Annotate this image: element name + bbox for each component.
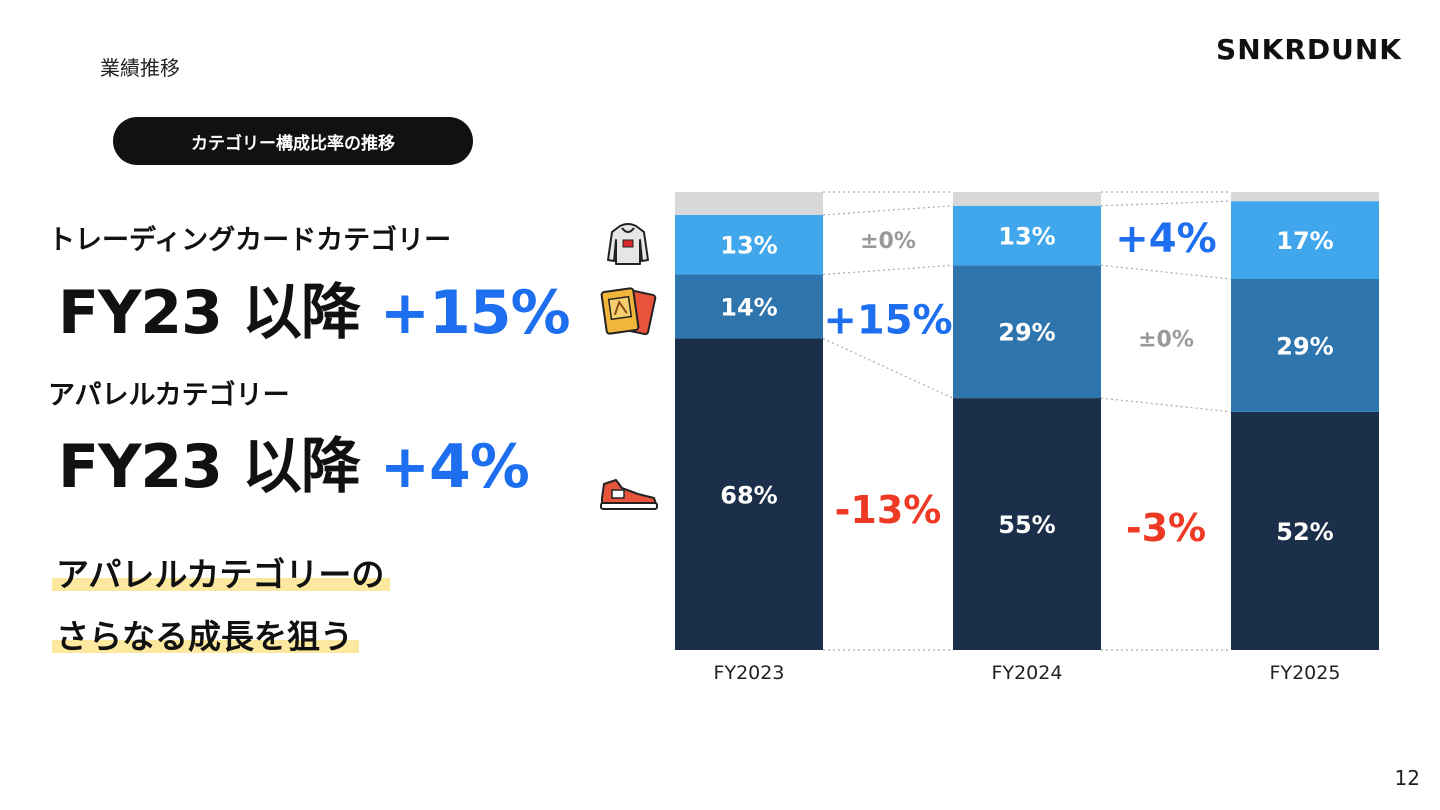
- bar-segment-sneakers: [1231, 411, 1379, 650]
- data-label-sneakers: 55%: [998, 511, 1055, 539]
- change-label-cards: +15%: [823, 297, 952, 343]
- x-tick-label: FY2024: [992, 662, 1063, 684]
- change-label-cards: ±0%: [1138, 327, 1194, 352]
- card-growth-value: +15%: [379, 278, 571, 348]
- bar-segment-cards: [1231, 279, 1379, 412]
- data-label-cards: 29%: [1276, 332, 1333, 360]
- data-label-apparel: 13%: [998, 223, 1055, 251]
- data-label-apparel: 13%: [720, 232, 777, 260]
- section-pill-label: カテゴリー構成比率の推移: [191, 133, 395, 154]
- apparel-growth-prefix: FY23 以降: [58, 432, 380, 502]
- change-label-apparel: ±0%: [860, 229, 916, 254]
- bar-segment-apparel: [953, 205, 1101, 266]
- bar-segment-apparel: [675, 214, 823, 275]
- x-tick-label: FY2023: [714, 662, 785, 684]
- data-label-apparel: 17%: [1276, 227, 1333, 255]
- bar-segment-other: [675, 192, 823, 215]
- bar-segment-cards: [675, 274, 823, 339]
- bar-segment-other: [953, 192, 1101, 206]
- apparel-category-growth: FY23 以降 +4%: [58, 418, 530, 505]
- apparel-growth-value: +4%: [379, 432, 530, 502]
- bar-segment-cards: [953, 265, 1101, 399]
- bar-segment-apparel: [1231, 201, 1379, 280]
- data-label-sneakers: 68%: [720, 481, 777, 509]
- tagline-line-1: アパレルカテゴリーの: [52, 548, 391, 596]
- bar-segment-sneakers: [953, 398, 1101, 650]
- company-logo: SNKRDUNK: [1216, 33, 1402, 66]
- tagline-line-2: さらなる成長を狙う: [52, 610, 359, 658]
- page-number: 12: [1394, 766, 1420, 790]
- change-label-sneakers: -3%: [1126, 506, 1206, 550]
- connector-line: [1100, 200, 1232, 207]
- bar-segment-sneakers: [675, 338, 823, 650]
- connector-line: [822, 205, 954, 216]
- card-category-growth: FY23 以降 +15%: [58, 264, 571, 351]
- x-tick-label: FY2025: [1270, 662, 1341, 684]
- connector-line: [1100, 397, 1232, 413]
- sneaker-icon: [598, 474, 660, 518]
- card-category-title: トレーディングカードカテゴリー: [48, 225, 452, 256]
- connector-line: [822, 338, 954, 399]
- section-pill: カテゴリー構成比率の推移: [113, 117, 473, 165]
- connector-line: [1100, 264, 1232, 280]
- change-label-sneakers: -13%: [835, 488, 942, 532]
- data-label-cards: 14%: [720, 294, 777, 322]
- connector-line: [822, 264, 954, 276]
- trading-cards-icon: [596, 284, 660, 344]
- card-growth-prefix: FY23 以降: [58, 278, 380, 348]
- bar-segment-other: [1231, 192, 1379, 202]
- hoodie-icon: [604, 220, 652, 272]
- change-label-apparel: +4%: [1115, 216, 1216, 262]
- section-label: 業績推移: [100, 56, 180, 80]
- apparel-category-title: アパレルカテゴリー: [48, 380, 290, 411]
- data-label-sneakers: 52%: [1276, 518, 1333, 546]
- data-label-cards: 29%: [998, 319, 1055, 347]
